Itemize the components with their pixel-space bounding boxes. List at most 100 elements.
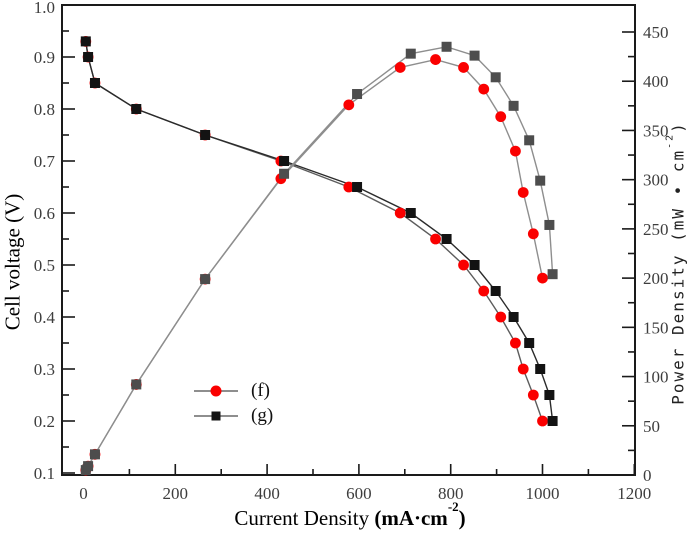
marker-power-f xyxy=(510,145,521,157)
y-axis-label-right: Power Density (mW • cm-2) xyxy=(665,121,688,405)
legend-square-marker-icon xyxy=(211,411,221,420)
marker-voltage-f xyxy=(527,389,539,401)
x-tick-label: 0 xyxy=(79,484,88,503)
x-axis-label: Current Density (mA·cm-2) xyxy=(0,499,700,531)
marker-voltage-g xyxy=(508,312,519,322)
series-line-voltage-f xyxy=(85,41,544,422)
y-left-tick-label: 0.3 xyxy=(34,360,55,379)
marker-power-g xyxy=(279,168,290,179)
y-left-tick-label: 1.0 xyxy=(34,0,55,17)
marker-voltage-g xyxy=(490,286,501,296)
marker-power-f xyxy=(430,54,441,65)
marker-power-g xyxy=(508,100,519,111)
marker-voltage-g xyxy=(547,416,558,426)
legend-item-f: (f) xyxy=(194,378,273,403)
x-tick-label: 1200 xyxy=(617,484,651,503)
marker-voltage-g xyxy=(544,390,555,400)
y-right-tick-label: 250 xyxy=(643,220,669,239)
y-left-tick-label: 0.8 xyxy=(34,100,55,119)
marker-power-g xyxy=(469,50,480,61)
y-right-tick-label: 100 xyxy=(643,368,669,387)
marker-power-g xyxy=(535,175,546,186)
legend-label-f: (f) xyxy=(251,379,270,401)
marker-voltage-f xyxy=(458,259,469,271)
marker-voltage-f xyxy=(478,285,490,297)
marker-power-g xyxy=(131,379,142,390)
y-left-tick-label: 0.5 xyxy=(34,256,55,275)
legend-label-g: (g) xyxy=(251,404,274,426)
marker-power-f xyxy=(527,228,539,240)
marker-power-f xyxy=(478,83,490,95)
y-axis-label-right-superscript: -2 xyxy=(664,132,676,149)
marker-voltage-g xyxy=(352,182,363,192)
marker-power-g xyxy=(405,48,416,59)
marker-voltage-f xyxy=(394,207,406,219)
y-axis-label-left-text: Cell voltage (V) xyxy=(0,193,25,331)
y-axis-label-right-text: Power Density (mW • cm xyxy=(668,148,688,405)
y-axis-label-right-close: ) xyxy=(668,121,688,133)
y-left-tick-label: 0.7 xyxy=(34,152,56,171)
y-right-tick-label: 350 xyxy=(643,121,669,140)
y-left-tick-label: 0.6 xyxy=(34,204,55,223)
legend-circle-marker-icon xyxy=(210,385,222,396)
x-tick-label: 200 xyxy=(163,484,189,503)
marker-voltage-g xyxy=(524,338,535,348)
marker-voltage-g xyxy=(200,130,211,140)
marker-power-g xyxy=(490,72,501,83)
x-axis-label-unit: (mA·cm-2) xyxy=(374,499,466,530)
marker-power-g xyxy=(544,219,555,230)
legend: (f) (g) xyxy=(194,378,273,428)
marker-voltage-g xyxy=(535,364,546,374)
marker-voltage-g xyxy=(405,208,416,218)
plot-frame xyxy=(61,4,636,476)
y-right-tick-label: 300 xyxy=(643,171,669,190)
marker-power-f xyxy=(517,187,529,198)
marker-power-f xyxy=(537,272,548,284)
x-axis-unit-superscript: -2 xyxy=(447,499,459,515)
marker-voltage-f xyxy=(495,311,507,323)
x-axis-label-text: Current Density xyxy=(234,506,375,530)
marker-power-f xyxy=(343,99,355,111)
marker-power-g xyxy=(352,89,363,100)
marker-power-g xyxy=(547,269,558,280)
marker-voltage-f xyxy=(517,363,529,375)
marker-voltage-f xyxy=(510,337,521,349)
y-left-tick-label: 0.9 xyxy=(34,48,55,67)
marker-voltage-g xyxy=(469,260,480,270)
marker-voltage-f xyxy=(430,233,441,245)
marker-voltage-g xyxy=(441,234,452,244)
series-line-power-g xyxy=(85,46,554,471)
y-right-tick-label: 450 xyxy=(643,23,669,42)
legend-line-g xyxy=(194,411,238,420)
marker-voltage-g xyxy=(279,156,290,166)
y-right-tick-label: 50 xyxy=(643,417,660,436)
marker-power-g xyxy=(83,461,94,472)
x-axis-unit-open: (mA·cm xyxy=(374,506,448,530)
y-right-tick-label: 0 xyxy=(643,466,652,485)
x-tick-label: 400 xyxy=(254,484,280,503)
marker-power-f xyxy=(394,62,406,73)
y-right-tick-label: 400 xyxy=(643,72,669,91)
x-axis-unit-close: ) xyxy=(458,506,466,530)
y-left-tick-label: 0.4 xyxy=(34,308,56,327)
marker-voltage-g xyxy=(89,78,100,88)
marker-voltage-g xyxy=(80,36,91,47)
y-axis-label-left: Cell voltage (V) xyxy=(1,194,26,330)
x-tick-label: 1000 xyxy=(526,484,560,503)
x-tick-label: 800 xyxy=(438,484,464,503)
marker-power-g xyxy=(441,41,452,52)
y-left-tick-label: 0.1 xyxy=(34,464,55,483)
y-right-tick-label: 150 xyxy=(643,318,669,337)
marker-power-f xyxy=(458,62,469,73)
y-right-tick-label: 200 xyxy=(643,269,669,288)
marker-power-g xyxy=(200,274,211,285)
marker-voltage-g xyxy=(131,104,142,114)
y-left-tick-label: 0.2 xyxy=(34,412,55,431)
marker-voltage-f xyxy=(537,415,548,427)
marker-power-g xyxy=(89,449,100,460)
x-tick-label: 600 xyxy=(346,484,372,503)
marker-voltage-f xyxy=(343,181,355,193)
legend-item-g: (g) xyxy=(194,403,273,428)
